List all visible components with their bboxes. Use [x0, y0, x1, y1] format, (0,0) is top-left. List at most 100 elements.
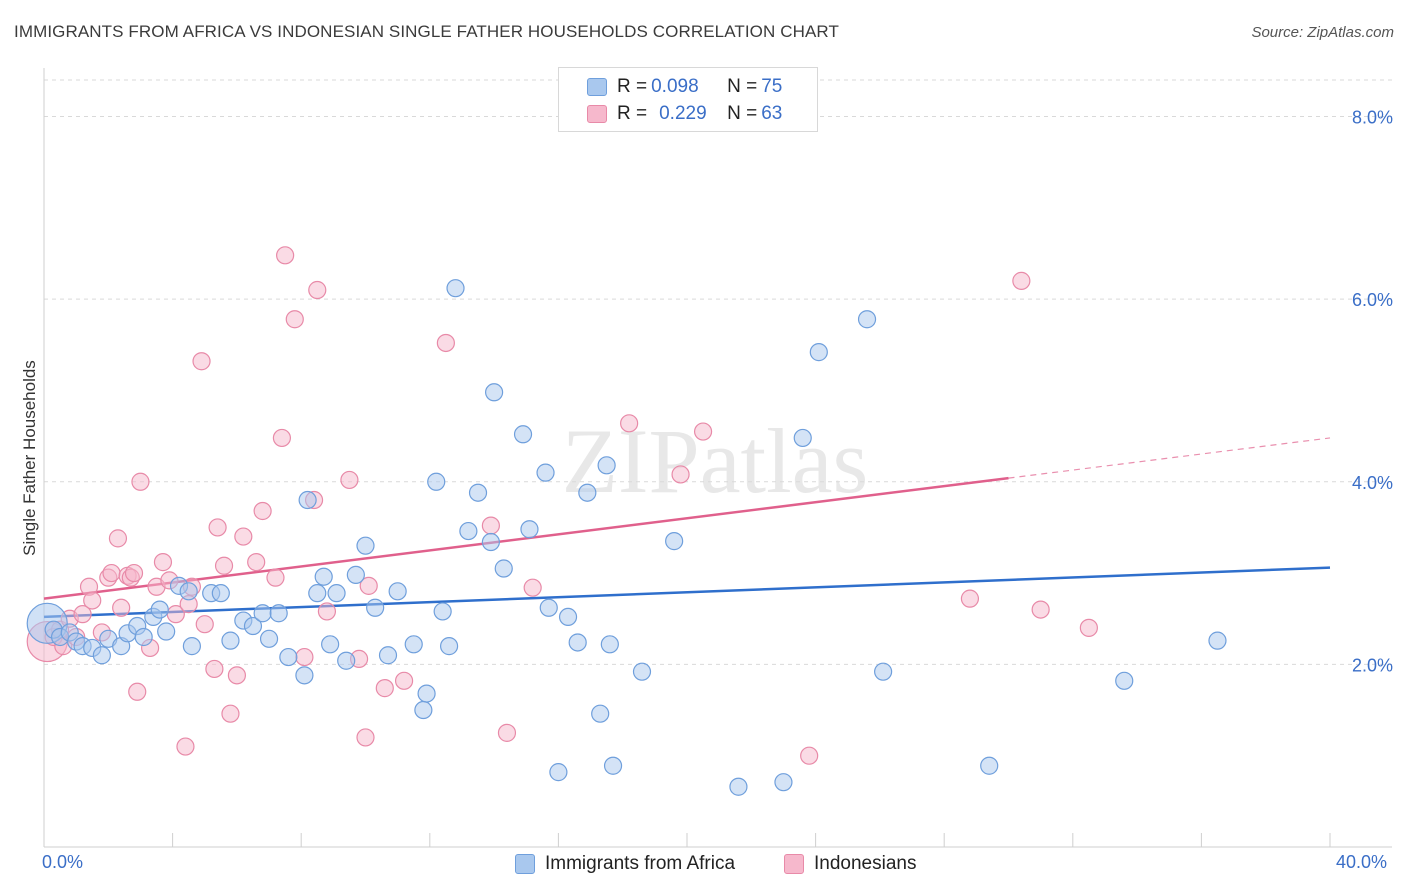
point-indonesians [214, 556, 234, 575]
point-africa [327, 584, 346, 603]
legend-r-value: 0.098 [651, 76, 699, 97]
trend-line-indonesians-extension [1008, 437, 1331, 479]
point-indonesians [436, 333, 455, 353]
point-africa [539, 598, 558, 617]
point-africa [314, 567, 333, 586]
legend-n-label: N = [727, 76, 758, 97]
legend-row-indonesians: R = 0.229 N = 63 [587, 101, 782, 127]
point-africa [874, 662, 893, 681]
point-indonesians [195, 615, 214, 634]
point-indonesians [356, 728, 375, 747]
point-indonesians [481, 516, 500, 535]
trend-line-indonesians [43, 476, 1009, 600]
point-indonesians [83, 591, 102, 610]
y-tick-label: 4.0% [1352, 473, 1393, 493]
point-africa [1115, 671, 1134, 690]
point-indonesians [620, 414, 639, 433]
legend-r-label: R = [617, 76, 648, 97]
point-africa [433, 602, 452, 621]
y-tick-label: 8.0% [1352, 108, 1393, 128]
point-africa [298, 490, 317, 510]
bottom-legend-label-indonesians: Indonesians [814, 853, 917, 874]
point-africa [578, 483, 597, 502]
point-indonesians [192, 352, 211, 371]
point-indonesians [153, 553, 173, 572]
point-indonesians [131, 472, 150, 491]
y-axis-label: Single Father Households [20, 360, 39, 556]
point-africa [446, 279, 465, 298]
point-indonesians [308, 280, 327, 300]
point-indonesians [247, 553, 266, 572]
point-africa [536, 463, 555, 482]
point-africa [980, 756, 999, 775]
point-indonesians [221, 704, 240, 723]
point-africa [279, 647, 298, 667]
legend-n-label: N = [727, 103, 758, 124]
legend-n-value: 75 [761, 76, 783, 97]
point-africa [243, 616, 263, 636]
grid [44, 79, 1392, 665]
point-africa [439, 637, 459, 656]
point-africa [549, 763, 568, 782]
point-indonesians [671, 465, 690, 484]
legend-r-value: 0.229 [659, 103, 707, 124]
point-africa [308, 584, 327, 603]
point-africa [494, 559, 513, 578]
point-africa [157, 622, 176, 641]
y-tick-labels: 2.0% 4.0% 6.0% 8.0% [1352, 108, 1393, 676]
point-indonesians [359, 576, 378, 595]
point-indonesians [266, 568, 285, 587]
point-indonesians [1079, 618, 1098, 637]
point-indonesians [276, 246, 295, 265]
point-africa [1208, 631, 1227, 650]
point-indonesians [227, 666, 246, 685]
point-indonesians [394, 671, 414, 690]
point-indonesians [253, 501, 272, 521]
point-africa [857, 310, 877, 329]
point-africa [337, 651, 356, 670]
stats-legend: R = 0.098 N = 75 R = 0.229 N = 63 [558, 67, 818, 132]
point-africa [295, 666, 314, 685]
point-africa [134, 627, 153, 647]
point-africa [793, 428, 812, 448]
point-africa [259, 629, 279, 648]
point-indonesians [693, 422, 713, 441]
bottom-legend-indonesians: Indonesians [784, 851, 916, 877]
bottom-legend-label-africa: Immigrants from Africa [545, 853, 736, 874]
legend-r-label: R = [617, 103, 648, 124]
point-indonesians [1012, 271, 1031, 290]
point-indonesians [108, 529, 128, 548]
bottom-legend-africa: Immigrants from Africa [515, 851, 735, 877]
point-africa [211, 584, 230, 603]
point-africa [632, 662, 652, 681]
point-africa [346, 565, 365, 584]
source-label: Source: ZipAtlas.com [1251, 24, 1394, 41]
x-tick-label-min: 0.0% [42, 852, 84, 872]
point-africa [591, 704, 610, 723]
point-africa [459, 521, 478, 541]
legend-swatch-indonesians [587, 105, 607, 123]
point-indonesians [295, 647, 314, 667]
point-indonesians [234, 527, 253, 546]
point-indonesians [102, 563, 121, 583]
point-indonesians [205, 659, 224, 679]
point-africa [378, 646, 398, 665]
point-africa [269, 604, 288, 623]
chart-title: IMMIGRANTS FROM AFRICA VS INDONESIAN SIN… [14, 22, 839, 41]
point-africa [417, 684, 436, 703]
point-indonesians [112, 598, 131, 617]
point-indonesians [800, 746, 819, 765]
point-africa [221, 631, 240, 650]
point-indonesians [960, 589, 980, 608]
point-africa [665, 532, 684, 551]
point-indonesians [317, 602, 337, 621]
point-africa [356, 536, 375, 555]
point-africa [468, 483, 488, 502]
point-indonesians [375, 679, 394, 698]
point-africa [729, 777, 748, 796]
point-africa [321, 635, 340, 654]
point-africa [182, 637, 201, 656]
point-africa [600, 635, 619, 654]
point-africa [603, 756, 623, 775]
